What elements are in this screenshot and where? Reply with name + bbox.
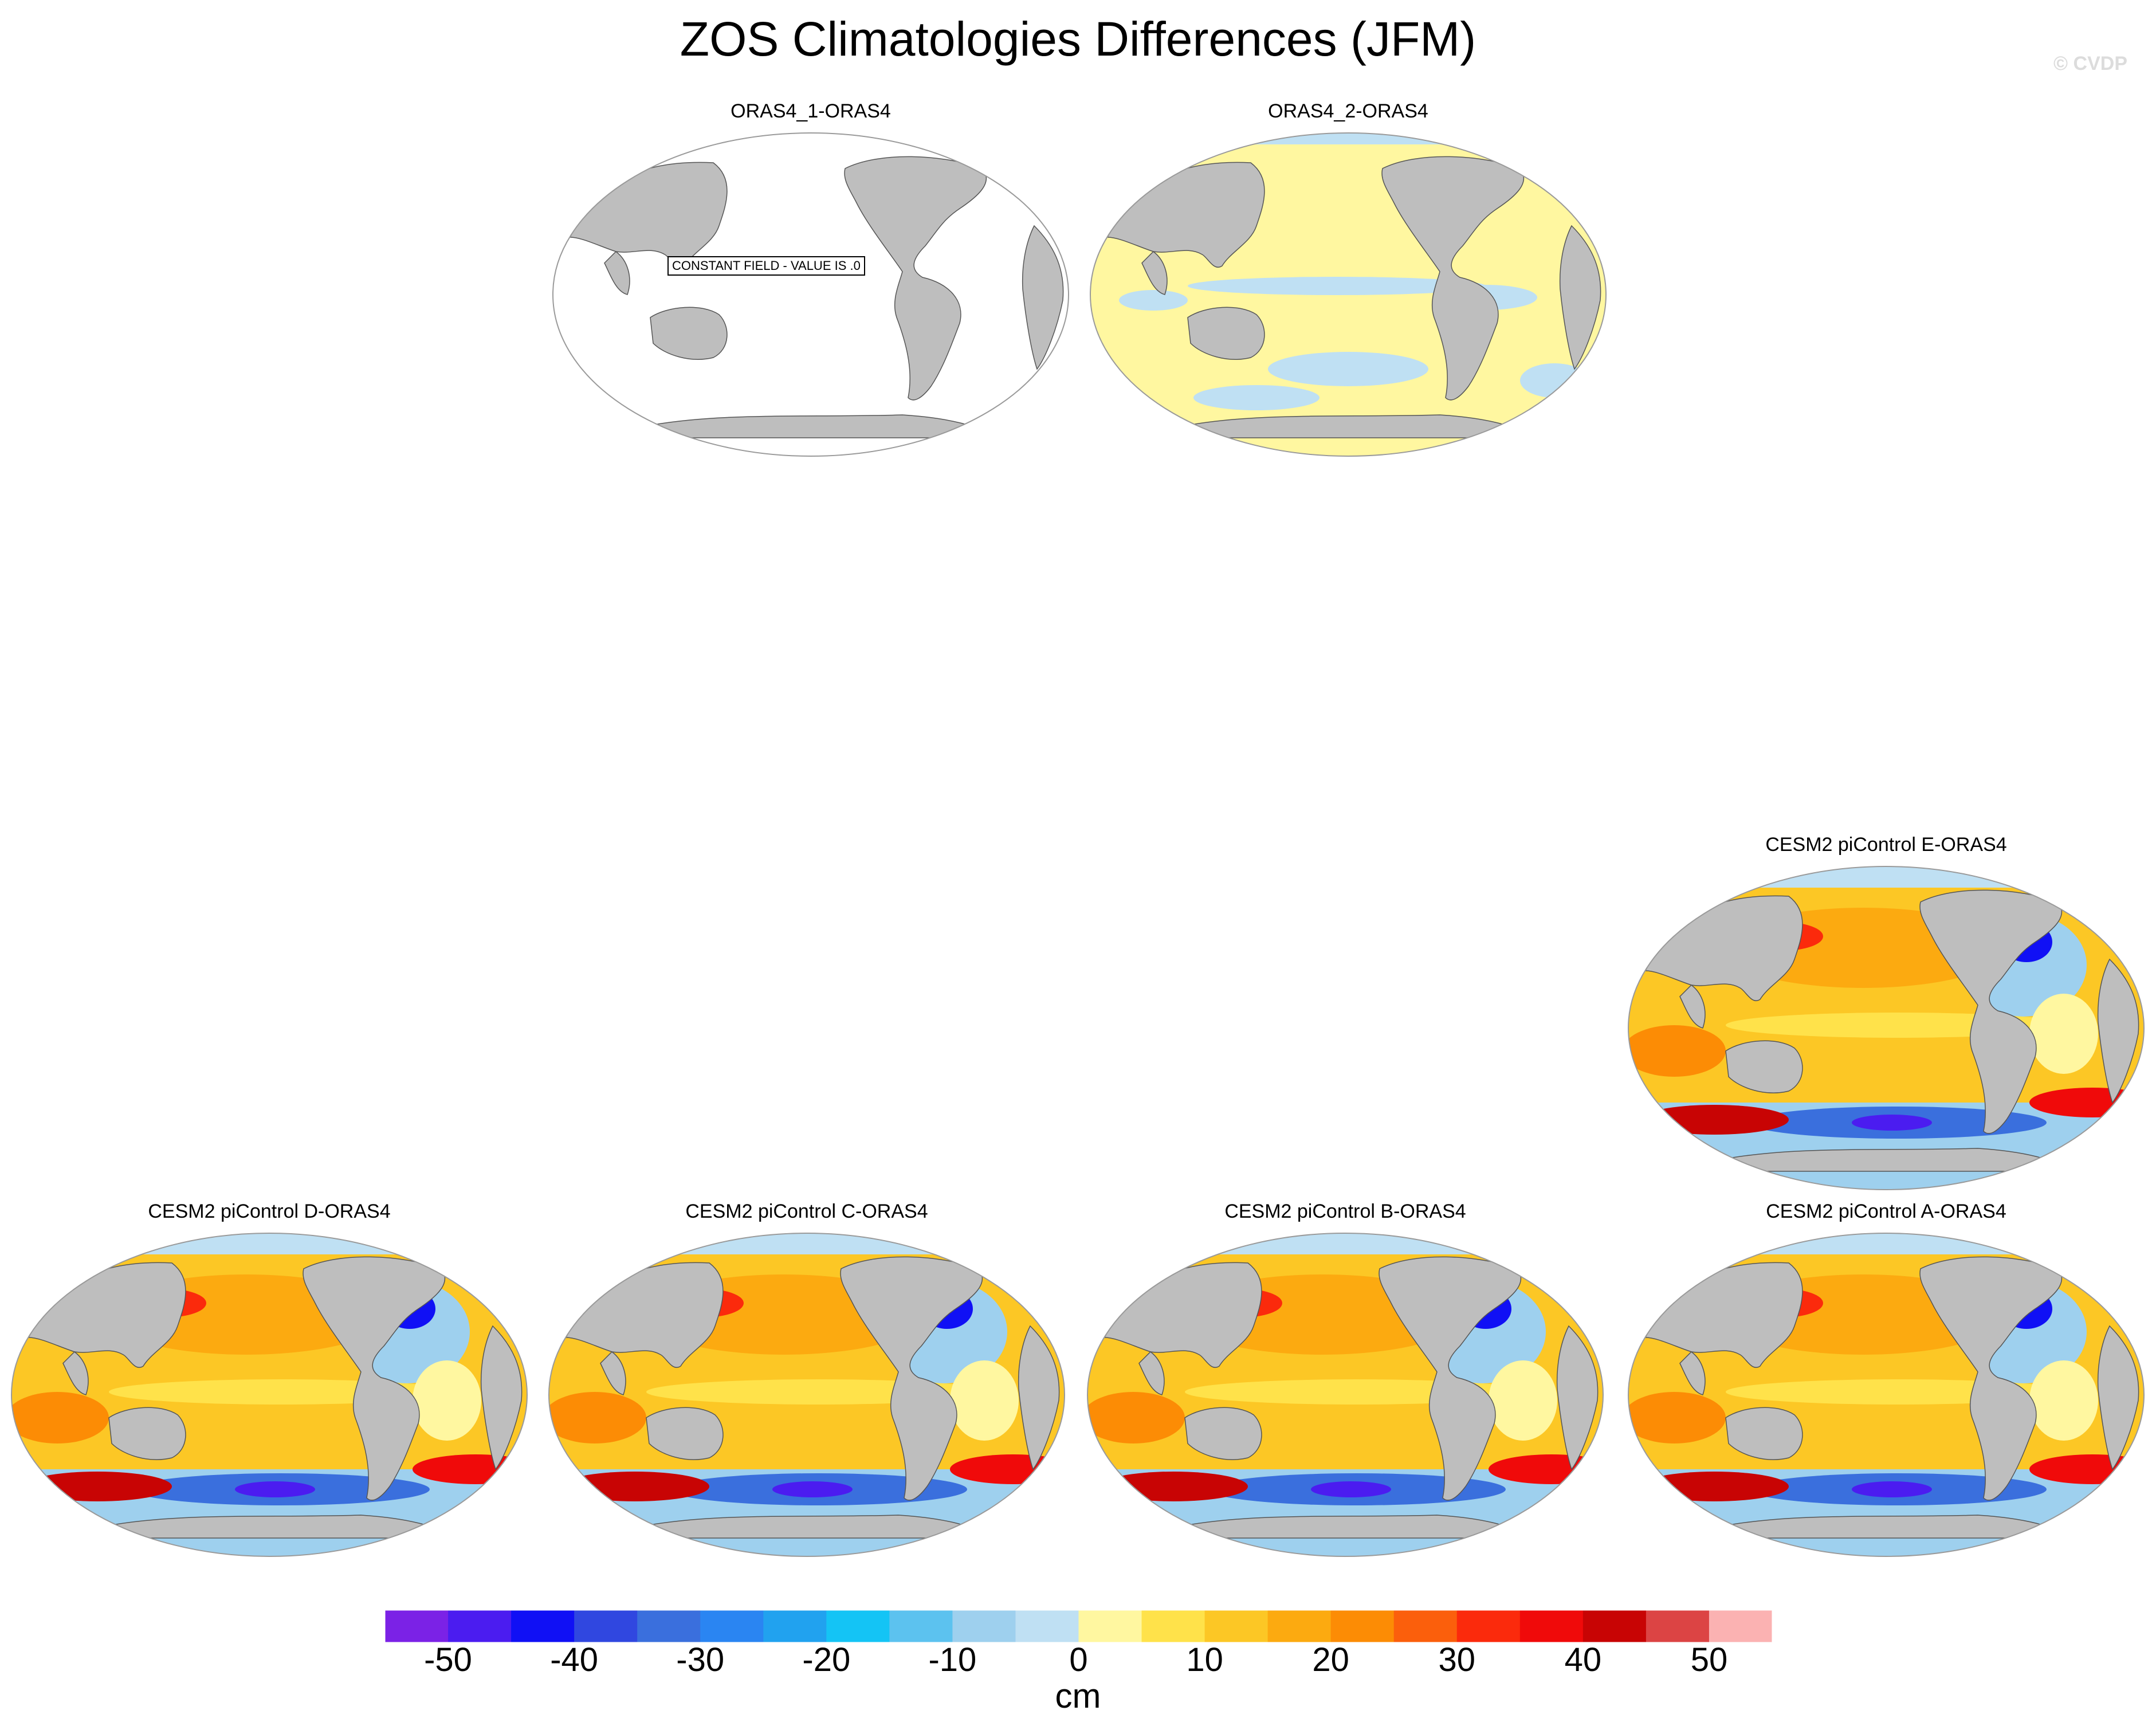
map-panel: ORAS4_1-ORAS4 CONSTANT FIELD - VALUE IS .… [547, 99, 1074, 471]
colorbar-swatch [1141, 1610, 1205, 1642]
colorbar-swatch [511, 1610, 575, 1642]
map [548, 1233, 1065, 1557]
figure-title: ZOS Climatologies Differences (JFM) [680, 12, 1476, 66]
panel-title: CESM2 piControl E-ORAS4 [1765, 834, 2007, 856]
colorbar-swatch [1078, 1610, 1142, 1642]
map [1090, 132, 1607, 457]
colorbar-swatch [448, 1610, 512, 1642]
colorbar-tick-label: 50 [1690, 1641, 1728, 1678]
colorbar-swatch [1709, 1610, 1772, 1642]
colorbar-tick-label: 20 [1312, 1641, 1349, 1678]
panel-title: CESM2 piControl B-ORAS4 [1224, 1201, 1466, 1222]
colorbar-swatch [1393, 1610, 1458, 1642]
colorbar-tick-label: -40 [550, 1641, 599, 1678]
map-panel: CESM2 piControl B-ORAS4 [1082, 1199, 1609, 1571]
watermark: © CVDP [2053, 53, 2127, 74]
map-panel: CESM2 piControl C-ORAS4 [543, 1199, 1070, 1571]
colorbar-tick-label: -10 [928, 1641, 977, 1678]
colorbar-swatch [1015, 1610, 1079, 1642]
colorbar-tick-labels: -50 -40 -30 -20 -10 0 10 20 30 40 50 [0, 1640, 2156, 1686]
colorbar-swatches [385, 1610, 1772, 1642]
colorbar-swatch [1204, 1610, 1269, 1642]
map-panel: ORAS4_2-ORAS4 [1085, 99, 1612, 471]
colorbar-swatch [1330, 1610, 1395, 1642]
colorbar-swatch [1646, 1610, 1710, 1642]
colorbar-swatch [1582, 1610, 1647, 1642]
map [1087, 1233, 1604, 1557]
map-panel: CESM2 piControl E-ORAS4 [1623, 832, 2150, 1205]
constant-field-note: CONSTANT FIELD - VALUE IS .0 [667, 256, 865, 276]
colorbar-swatch [385, 1610, 449, 1642]
colorbar-swatch [637, 1610, 701, 1642]
colorbar-tick-label: 30 [1438, 1641, 1476, 1678]
colorbar-tick-label: 10 [1186, 1641, 1223, 1678]
colorbar-tick-label: -30 [676, 1641, 725, 1678]
map [1628, 1233, 2145, 1557]
map [1628, 866, 2145, 1190]
colorbar-tick-label: 40 [1564, 1641, 1602, 1678]
colorbar-tick-label: -20 [802, 1641, 851, 1678]
map-panel: CESM2 piControl D-ORAS4 [6, 1199, 533, 1571]
colorbar [385, 1610, 1772, 1642]
panel-title: CESM2 piControl A-ORAS4 [1766, 1201, 2006, 1222]
map [552, 132, 1069, 457]
panel-title: ORAS4_2-ORAS4 [1268, 100, 1428, 122]
map-panel: CESM2 piControl A-ORAS4 [1623, 1199, 2150, 1571]
colorbar-tick-label: -50 [424, 1641, 472, 1678]
colorbar-swatch [574, 1610, 638, 1642]
colorbar-swatch [763, 1610, 827, 1642]
map [11, 1233, 528, 1557]
colorbar-swatch [1519, 1610, 1584, 1642]
panel-title: ORAS4_1-ORAS4 [731, 100, 891, 122]
colorbar-swatch [1267, 1610, 1332, 1642]
panel-title: CESM2 piControl D-ORAS4 [148, 1201, 391, 1222]
colorbar-swatch [826, 1610, 890, 1642]
colorbar-swatch [952, 1610, 1016, 1642]
colorbar-units: cm [1055, 1677, 1101, 1715]
colorbar-swatch [700, 1610, 764, 1642]
colorbar-swatch [889, 1610, 953, 1642]
colorbar-tick-label: 0 [1069, 1641, 1088, 1678]
panel-title: CESM2 piControl C-ORAS4 [685, 1201, 928, 1222]
colorbar-swatch [1456, 1610, 1521, 1642]
